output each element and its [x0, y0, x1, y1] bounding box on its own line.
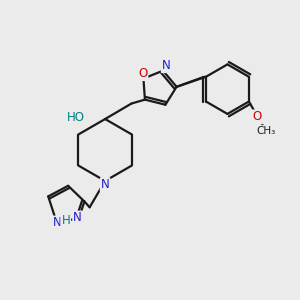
Text: O: O	[138, 67, 147, 80]
Text: N: N	[101, 178, 110, 191]
Text: N: N	[73, 212, 82, 224]
Text: N: N	[162, 59, 170, 72]
Text: H: H	[61, 214, 70, 227]
Text: HO: HO	[67, 111, 85, 124]
Text: O: O	[253, 110, 262, 123]
Text: CH₃: CH₃	[256, 126, 275, 136]
Text: N: N	[53, 217, 62, 230]
